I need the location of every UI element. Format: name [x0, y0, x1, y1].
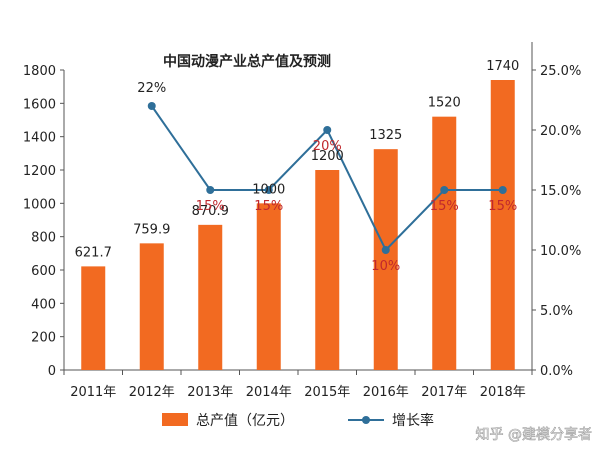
bar — [81, 266, 106, 370]
y-right-tick-label: 10.0% — [540, 244, 581, 259]
growth-rate-label: 15% — [196, 199, 225, 214]
x-tick-label: 2013年 — [187, 385, 233, 400]
bar-value-label: 1325 — [369, 128, 402, 143]
y-right-tick-label: 15.0% — [540, 184, 581, 199]
growth-rate-label: 10% — [371, 259, 400, 274]
bar — [315, 170, 340, 370]
y-left-tick-label: 1200 — [23, 164, 56, 179]
x-tick-label: 2017年 — [421, 385, 467, 400]
bar-value-label: 1740 — [486, 59, 519, 74]
bar — [198, 224, 223, 370]
y-left-tick-label: 1000 — [23, 197, 56, 212]
x-tick-label: 2012年 — [129, 385, 175, 400]
growth-rate-point — [147, 102, 156, 110]
y-left-tick-label: 600 — [31, 264, 56, 279]
y-left-tick-label: 1400 — [23, 131, 56, 146]
bar-value-label: 1520 — [428, 96, 461, 111]
y-left-tick-label: 400 — [31, 297, 56, 312]
x-tick-label: 2018年 — [480, 385, 526, 400]
bar-value-label: 1200 — [311, 149, 344, 164]
y-left-tick-label: 1600 — [23, 97, 56, 112]
growth-rate-label: 15% — [430, 199, 459, 214]
chart-title: 中国动漫产业总产值及预测 — [163, 53, 331, 70]
watermark-text: 知乎 @建模分享者 — [476, 426, 592, 443]
legend-line-label: 增长率 — [392, 412, 434, 429]
legend-bar-swatch — [162, 413, 188, 426]
x-tick-label: 2016年 — [363, 385, 409, 400]
bar — [490, 80, 515, 370]
growth-rate-label: 15% — [488, 199, 517, 214]
growth-rate-label: 15% — [254, 199, 283, 214]
y-left-tick-label: 1800 — [23, 64, 56, 79]
growth-rate-point — [206, 186, 215, 194]
bar-value-label: 870.9 — [192, 204, 229, 219]
growth-rate-label: 22% — [137, 81, 166, 96]
growth-rate-label: 20% — [313, 139, 342, 154]
bar-value-label: 759.9 — [133, 222, 170, 237]
legend-bar-label: 总产值（亿元） — [196, 413, 294, 429]
legend-line-marker — [362, 416, 370, 424]
growth-rate-point — [264, 186, 273, 194]
y-right-tick-label: 20.0% — [540, 124, 581, 139]
y-right-tick-label: 0.0% — [540, 364, 573, 379]
x-tick-label: 2011年 — [70, 385, 116, 400]
y-right-tick-label: 25.0% — [540, 64, 581, 79]
y-left-tick-label: 0 — [48, 364, 56, 379]
growth-rate-point — [440, 186, 449, 194]
x-tick-label: 2014年 — [246, 385, 292, 400]
x-tick-label: 2015年 — [304, 385, 350, 400]
growth-rate-point — [381, 246, 390, 254]
bar-value-label: 1000 — [252, 182, 285, 197]
y-left-tick-label: 800 — [31, 231, 56, 246]
y-left-tick-label: 200 — [31, 331, 56, 346]
bar — [432, 116, 457, 371]
y-right-tick-label: 5.0% — [540, 304, 573, 319]
bar — [373, 149, 398, 370]
bar — [256, 203, 281, 370]
growth-rate-point — [498, 186, 507, 194]
growth-rate-point — [323, 126, 332, 134]
bar — [139, 243, 164, 370]
bar-value-label: 621.7 — [75, 245, 112, 260]
